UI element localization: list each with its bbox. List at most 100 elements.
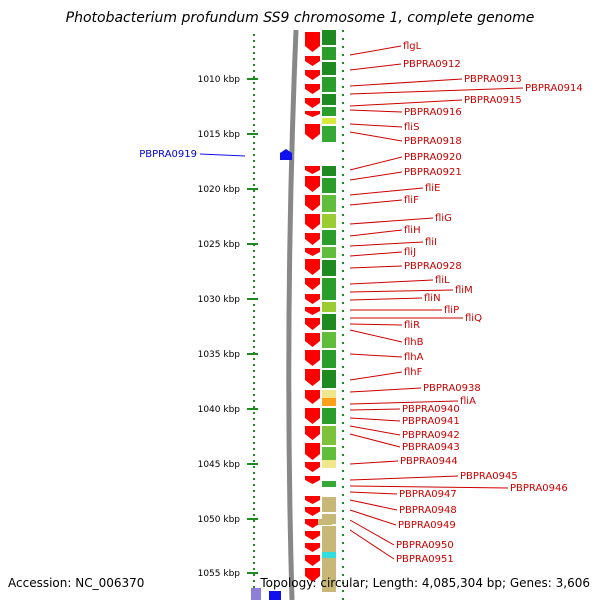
ruler-dot [253,220,255,222]
ruler-dot [253,208,255,210]
label-connector [349,241,424,247]
ruler-dot [253,112,255,114]
gene-label: PBPRA0946 [510,483,568,494]
label-connector [349,109,403,113]
gene-label: PBPRA0914 [525,83,583,94]
gene-label: fliI [425,237,437,248]
ruler-dot [253,292,255,294]
scale-tick-label: 1010 kbp [198,75,241,85]
ruler-dot [253,328,255,330]
forward-gene-arrow [305,476,320,484]
feature-track [318,30,336,592]
gene-label: PBPRA0918 [404,136,462,147]
ruler-dot [253,400,255,402]
label-connector [349,99,463,107]
feature-block [322,552,336,558]
ruler-dot [253,418,255,420]
gene-label: PBPRA0938 [423,383,481,394]
ruler-dot [253,268,255,270]
ruler-dot [253,478,255,480]
label-connector [349,529,395,560]
feature-block [322,558,336,592]
backbone-track [286,29,344,600]
map-title: Photobacterium profundum SS9 chromosome … [65,10,535,26]
label-connector [349,371,403,381]
reverse-gene [269,591,281,600]
ruler-dot [253,514,255,516]
ruler-dot [253,430,255,432]
label-connector [349,519,395,546]
label-connector [349,45,402,56]
feature-block [322,107,336,116]
gene-label: fliQ [465,313,482,324]
label-connector [349,171,403,181]
gene-label: PBPRA0916 [404,107,462,118]
feature-block [322,126,336,142]
label-connector [349,387,422,393]
ruler-dot [253,262,255,264]
gene-label: fliE [425,183,440,194]
gene-label: PBPRA0950 [396,540,454,551]
label-connector [349,433,401,448]
ruler-dot [253,34,255,36]
ruler-dot [253,358,255,360]
ruler-dot [253,286,255,288]
forward-gene-arrow [305,259,320,275]
forward-gene-arrow [305,568,320,582]
ruler-dot [253,538,255,540]
forward-gene-arrow [305,176,320,192]
ruler-dot [253,502,255,504]
feature-block [322,214,336,228]
feature-block [322,118,336,124]
gene-label: PBPRA0947 [399,489,457,500]
gene-label: fliJ [404,247,416,258]
ruler-dot [253,316,255,318]
label-connector [349,289,454,293]
label-connector [349,417,401,422]
feature-block [322,62,336,75]
ruler-dot [253,202,255,204]
ruler-dot [253,100,255,102]
gene-label: PBPRA0948 [399,505,457,516]
feature-block [322,332,336,348]
label-connector [349,229,403,237]
ruler-dot [253,88,255,90]
ruler-dot [253,520,255,522]
reverse-gene [251,588,261,600]
label-connector [349,251,403,257]
feature-block [322,447,336,460]
gene-label: PBPRA0943 [402,442,460,453]
ruler-dot [253,106,255,108]
feature-block [322,398,336,406]
feature-block [322,278,336,300]
forward-gene-arrow [305,32,320,52]
gene-label: PBPRA0949 [398,520,456,531]
ruler-dot [253,496,255,498]
gene-label: fliS [404,122,419,133]
gene-label: PBPRA0912 [403,59,461,70]
reverse-gene-arrow [280,149,292,160]
feature-block [322,166,336,176]
ruler-dot [253,580,255,582]
ruler-dot [253,412,255,414]
feature-block [322,526,336,552]
feature-block [318,519,332,525]
ruler-dot [253,424,255,426]
forward-gene-arrow [305,214,320,230]
ruler-dot [253,322,255,324]
ruler-dot [253,382,255,384]
ruler-dot [253,454,255,456]
gene-label: fliP [444,305,459,316]
ruler-dot [253,82,255,84]
scale-tick-label: 1020 kbp [198,185,241,195]
feature-block [322,47,336,60]
ruler-dot [253,64,255,66]
ruler-dot [253,364,255,366]
label-connector [349,199,403,206]
ruler-dot [253,568,255,570]
label-connector [349,123,403,128]
forward-gene-arrow [305,70,320,80]
gene-label: fliL [435,275,450,286]
forward-gene-arrow [305,111,320,117]
